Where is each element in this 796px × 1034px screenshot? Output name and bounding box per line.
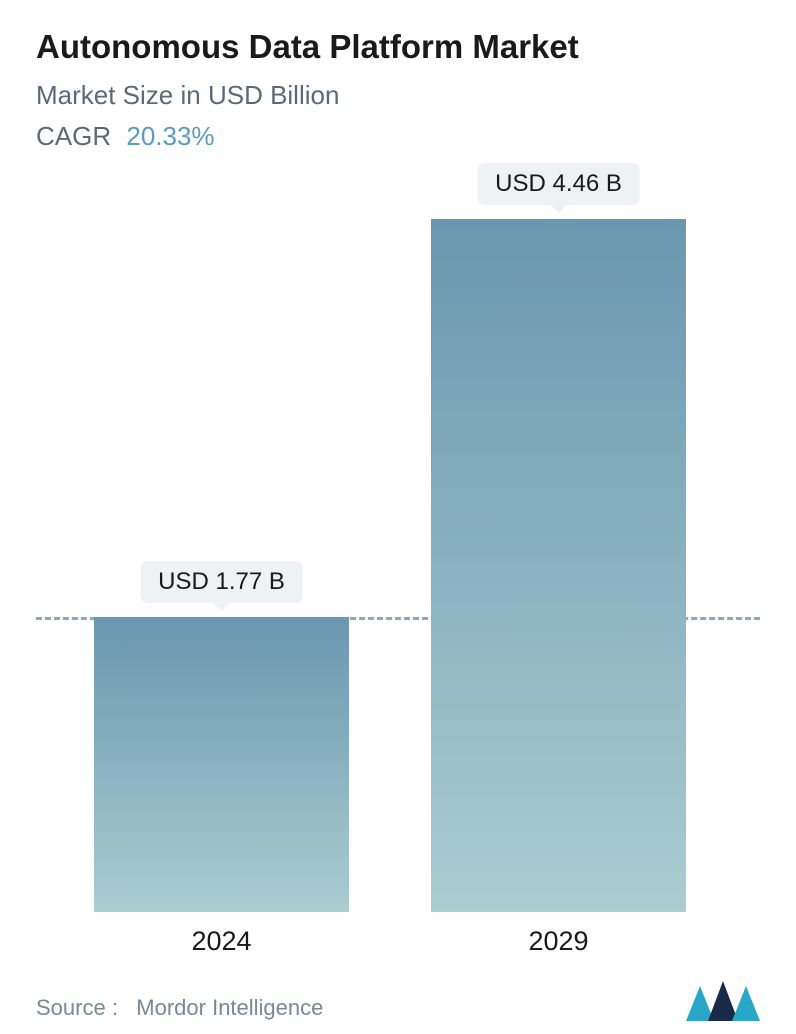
chart-footer: Source : Mordor Intelligence [36,981,760,1021]
bar-value-label: USD 4.46 B [477,163,640,205]
mordor-logo-icon [686,981,760,1021]
bar-2029: USD 4.46 B [431,219,686,912]
chart-container: USD 1.77 B USD 4.46 B 2024 2029 [36,172,760,957]
bar-fill [94,617,349,912]
bar-fill [431,219,686,912]
source-text: Source : Mordor Intelligence [36,995,323,1021]
chart-plot-area: USD 1.77 B USD 4.46 B [36,172,760,912]
source-label: Source : [36,995,118,1020]
x-axis-label: 2024 [94,926,349,957]
brand-logo [686,981,760,1021]
chart-subtitle: Market Size in USD Billion [36,80,760,111]
cagr-value: 20.33% [126,121,214,151]
cagr-label: CAGR [36,121,111,151]
cagr-row: CAGR 20.33% [36,121,760,152]
x-axis-labels: 2024 2029 [36,926,760,957]
chart-title: Autonomous Data Platform Market [36,28,760,66]
bar-value-label: USD 1.77 B [140,561,303,603]
source-name: Mordor Intelligence [136,995,323,1020]
x-axis-label: 2029 [431,926,686,957]
bar-2024: USD 1.77 B [94,617,349,912]
